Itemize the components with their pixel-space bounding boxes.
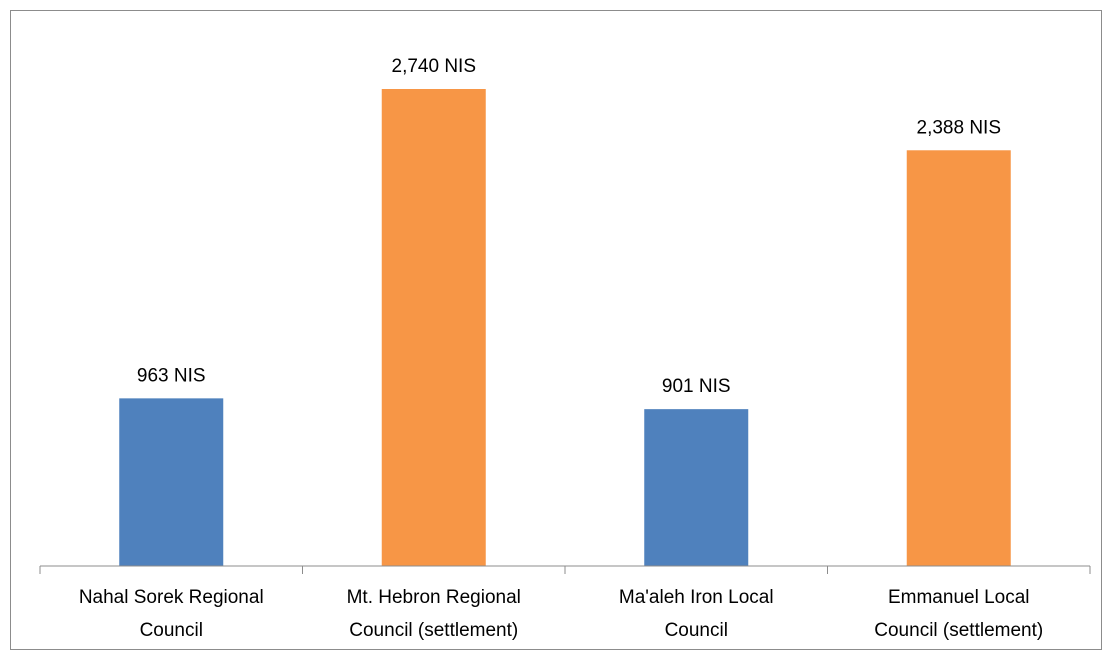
category-labels-layer: Nahal Sorek Regional Council Mt. Hebron Re… xyxy=(79,587,1043,641)
category-label: Council (settlement) xyxy=(349,620,518,641)
data-labels-layer: 963 NIS 2,740 NIS 901 NIS 2,388 NIS xyxy=(137,56,1001,397)
category-label: Council xyxy=(665,620,728,641)
category-label: Mt. Hebron Regional xyxy=(347,587,521,608)
category-label: Council (settlement) xyxy=(874,620,1043,641)
data-label: 901 NIS xyxy=(662,376,731,397)
category-label: Emmanuel Local xyxy=(888,587,1030,608)
bar xyxy=(119,398,224,566)
data-label: 963 NIS xyxy=(137,365,206,386)
category-label: Council xyxy=(140,620,203,641)
bars-layer xyxy=(119,89,1011,566)
bar xyxy=(644,409,749,566)
x-axis xyxy=(39,565,1091,574)
category-label: Nahal Sorek Regional xyxy=(79,587,264,608)
bar xyxy=(906,150,1011,566)
data-label: 2,740 NIS xyxy=(392,56,477,77)
data-label: 2,388 NIS xyxy=(917,117,1002,138)
bar xyxy=(381,89,486,566)
category-label: Ma'aleh Iron Local xyxy=(619,587,774,608)
